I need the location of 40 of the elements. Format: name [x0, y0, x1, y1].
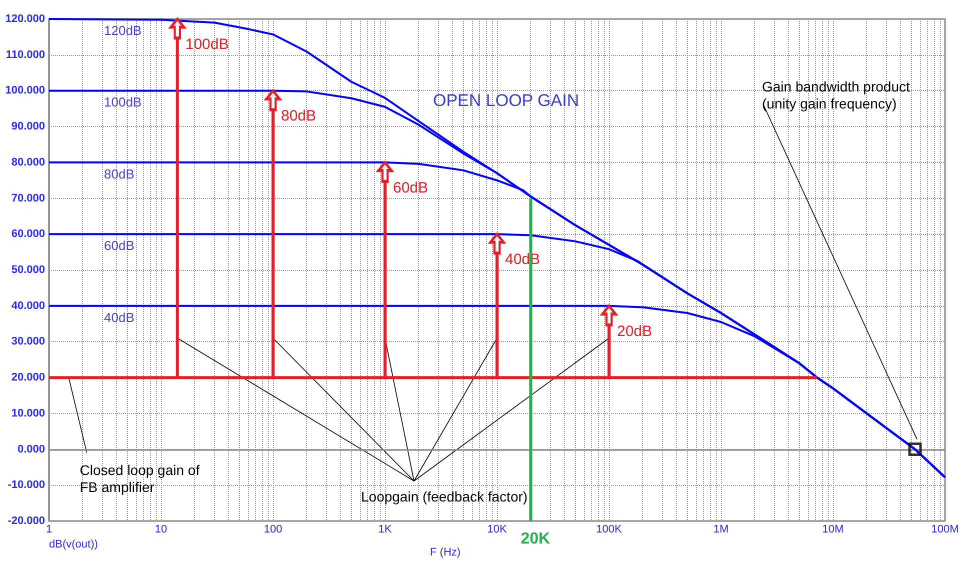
x-tick-label: 100 — [264, 524, 282, 536]
y-tick-label: 0.000 — [17, 443, 45, 456]
series-label: 120dB — [104, 23, 142, 38]
annotation: 80dB — [281, 108, 316, 125]
series-label: 60dB — [104, 238, 134, 254]
y-tick-label: 60.000 — [11, 228, 45, 240]
annotation: 60dB — [393, 179, 428, 196]
series-label: 80dB — [104, 166, 134, 182]
annotation: 100dB — [185, 36, 229, 53]
annotation: 20dB — [617, 322, 652, 340]
x-tick-label: 1M — [713, 524, 729, 536]
x-tick-label: 100K — [596, 524, 622, 536]
annotation: Loopgain (feedback factor) — [361, 488, 528, 504]
x-tick-label: 10 — [154, 524, 168, 536]
y-tick-label: -20.000 — [8, 515, 45, 527]
text: dB(v(out)) — [49, 538, 98, 550]
series-label: 40dB — [104, 310, 134, 325]
y-tick-label: 110.000 — [6, 48, 45, 61]
x-tick-label: 100M — [931, 524, 959, 536]
y-tick-label: 70.000 — [11, 192, 45, 204]
x-tick-label: 1K — [378, 524, 392, 536]
y-tick-label: 40.000 — [11, 300, 45, 312]
annotation: Gain bandwidth product (unity gain frequency) — [762, 78, 910, 112]
x-tick-label: 10K — [487, 524, 508, 536]
y-tick-label: 100.000 — [5, 84, 45, 97]
y-tick-label: 80.000 — [11, 156, 45, 168]
y-tick-label: -10.000 — [8, 479, 45, 492]
annotation: Closed loop gain of FB amplifier — [80, 462, 200, 496]
y-tick-label: 10.000 — [11, 407, 45, 420]
y-tick-label: 120.000 — [5, 13, 45, 25]
y-tick-label: 90.000 — [11, 120, 45, 133]
x-tick-label: 1 — [46, 524, 52, 536]
x-axis-title: F (Hz) — [430, 546, 461, 558]
y-tick-label: 50.000 — [11, 264, 45, 276]
y-tick-label: 20.000 — [11, 372, 45, 384]
y-tick-label: 30.000 — [11, 336, 45, 348]
annotation: OPEN LOOP GAIN — [433, 91, 580, 110]
series-label: 100dB — [104, 94, 142, 110]
series-label: 20K — [520, 530, 551, 548]
x-tick-label: 10M — [822, 524, 844, 536]
